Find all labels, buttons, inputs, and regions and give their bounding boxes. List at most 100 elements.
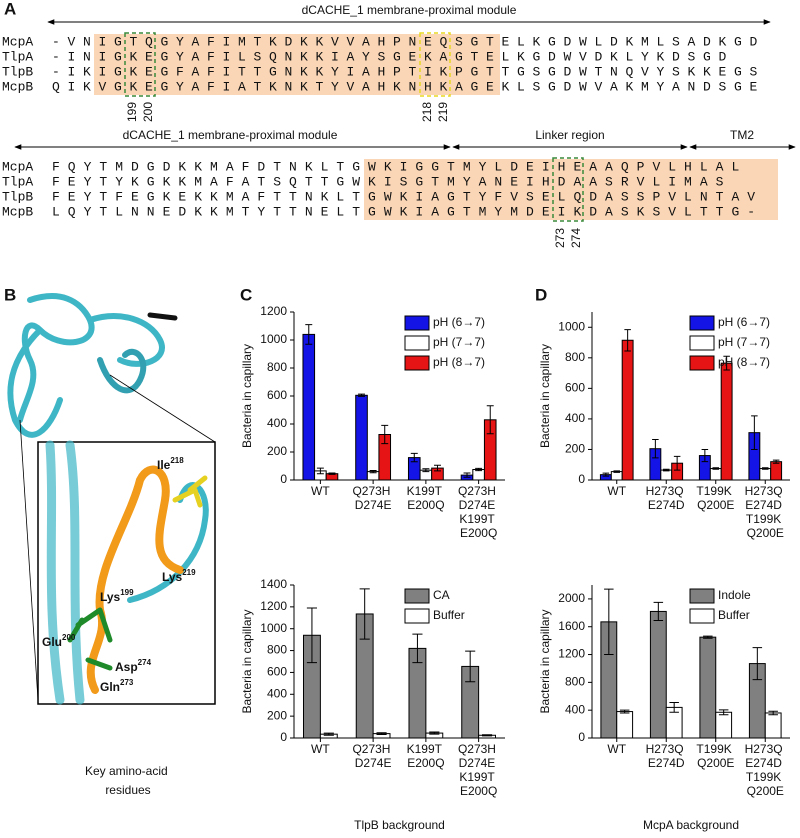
region-label: dCACHE_1 membrane-proximal module: [302, 3, 517, 17]
residue-number: 274: [138, 658, 152, 667]
y-axis-label: Bacteria in capillary: [240, 344, 254, 448]
legend-swatch: [689, 608, 715, 624]
sequence: FEYTYKGKKMAFATSQTTGWKISGTMYANEIHDAASRVLI…: [52, 174, 731, 189]
legend-swatch: [689, 588, 715, 604]
error-bar: [619, 709, 630, 714]
x-tick-label: Q273H D274E: [352, 742, 393, 770]
region-label: TM2: [730, 128, 754, 142]
y-axis-label: Bacteria in capillary: [538, 344, 552, 448]
legend-swatch: [404, 588, 430, 604]
zoom-line: [19, 419, 39, 701]
y-tick-label: 2000: [558, 591, 585, 605]
y-axis-label: Bacteria in capillary: [538, 609, 552, 713]
residue-label: Lys199: [100, 588, 134, 604]
legend-label: CA: [433, 588, 450, 602]
y-tick-label: 600: [267, 388, 287, 402]
position-label: 273: [553, 228, 567, 248]
sequence-name: McpB: [2, 79, 33, 94]
bar: [764, 712, 782, 739]
residue-label: Glu200: [42, 633, 76, 649]
x-tick-label: K199T E200Q: [407, 484, 445, 512]
residue-number: 273: [120, 678, 134, 687]
region-label: dCACHE_1 membrane-proximal module: [123, 128, 338, 142]
y-tick-label: 0: [280, 472, 287, 486]
legend-label: Indole: [718, 588, 751, 602]
position-label: 219: [436, 102, 450, 122]
y-tick-label: 200: [267, 444, 287, 458]
error-bar: [475, 467, 483, 472]
y-tick-label: 1400: [260, 577, 287, 591]
x-tick-label: T199K Q200E: [696, 742, 735, 770]
panel-letter: C: [240, 285, 252, 304]
sequence-name: McpB: [2, 204, 33, 219]
caption: Key amino-acid residues: [85, 764, 171, 797]
error-bar: [465, 650, 476, 683]
sequence-name: TlpB: [2, 64, 33, 79]
legend-swatch: [689, 355, 715, 371]
legend-label: pH (6→7): [718, 315, 770, 329]
legend-swatch: [689, 315, 715, 331]
bar: [649, 610, 667, 739]
y-tick-label: 800: [267, 643, 287, 657]
y-tick-label: 800: [267, 360, 287, 374]
error-bar: [712, 467, 720, 470]
y-tick-label: 400: [565, 411, 585, 425]
error-bar: [316, 467, 324, 475]
y-tick-label: 1000: [558, 319, 585, 333]
x-tick-label: T199K Q200E: [696, 484, 735, 512]
x-tick-label: Q273H D274E K199T E200Q: [458, 484, 499, 540]
error-bar: [752, 647, 763, 681]
position-label: 200: [141, 102, 155, 122]
y-tick-label: 1000: [260, 332, 287, 346]
y-tick-label: 0: [578, 472, 585, 486]
inset-structure: [45, 440, 209, 705]
error-bar: [701, 448, 709, 463]
bar: [709, 468, 722, 481]
y-tick-label: 1200: [558, 647, 585, 661]
y-tick-label: 1200: [260, 599, 287, 613]
error-bar: [463, 472, 471, 478]
bar: [759, 468, 772, 481]
x-tick-label: H273Q E274D T199K Q200E: [745, 484, 786, 540]
error-bar: [429, 731, 440, 735]
error-bar: [381, 424, 389, 445]
legend-label: pH (7→7): [433, 335, 485, 349]
residue-name: Gln: [100, 680, 120, 694]
panel-letter: D: [535, 285, 547, 304]
legend-label: Buffer: [433, 608, 465, 622]
y-tick-label: 1200: [260, 304, 287, 318]
sequence: FEYTFEGKEKKMAFTTNKLTGWKIAGTYFVSELQDASSPV…: [52, 189, 763, 204]
error-bar: [653, 601, 664, 621]
x-tick-label: WT: [607, 484, 626, 498]
error-bar: [323, 732, 334, 736]
residue-name: Ile: [157, 458, 171, 472]
bar: [355, 394, 368, 481]
error-bar: [751, 415, 758, 450]
x-tick-label: K199T E200Q: [407, 742, 445, 770]
module-shade: [94, 34, 500, 95]
legend-swatch: [404, 608, 430, 624]
position-label: 218: [420, 102, 434, 122]
error-bar: [613, 470, 621, 473]
module-shade: [364, 159, 778, 220]
x-tick-label: H273Q E274D T199K Q200E: [745, 742, 786, 798]
bar: [660, 469, 673, 481]
error-bar: [306, 607, 317, 664]
error-bar: [662, 468, 670, 472]
legend-label: Buffer: [718, 608, 750, 622]
x-tick-label: Q273H D274E: [352, 484, 393, 512]
bar: [715, 711, 733, 739]
sequence: LQYTLNNEDKKMTYTTNELTGWKIAGTMYMDEIKDASKSV…: [52, 204, 763, 219]
x-tick-label: Q273H D274E K199T E200Q: [458, 742, 499, 798]
x-tick-label: H273Q E274D: [646, 742, 687, 770]
sequence-name: McpA: [2, 34, 33, 49]
error-bar: [669, 702, 679, 713]
bar: [720, 362, 733, 481]
region-label: Linker region: [535, 128, 604, 142]
error-bar: [604, 588, 614, 656]
panel-letter: A: [4, 0, 16, 18]
sequence-name: TlpA: [2, 174, 33, 189]
legend-swatch: [689, 335, 715, 351]
bar: [770, 461, 783, 481]
y-tick-label: 1000: [260, 621, 287, 635]
